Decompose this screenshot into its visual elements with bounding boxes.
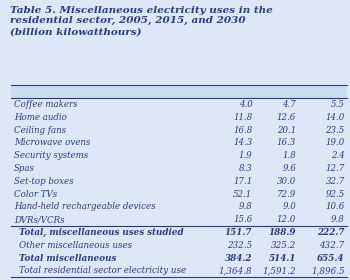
Text: Table 5. Miscellaneous electricity uses in the
residential sector, 2005, 2015, a: Table 5. Miscellaneous electricity uses …	[10, 6, 273, 36]
Text: 16.3: 16.3	[277, 138, 296, 148]
Text: 23.5: 23.5	[326, 126, 345, 135]
Text: 655.4: 655.4	[317, 253, 345, 263]
Text: Spas: Spas	[14, 164, 35, 173]
Text: 2030: 2030	[309, 87, 335, 96]
Text: 2005: 2005	[219, 87, 245, 96]
Text: 1,364.8: 1,364.8	[219, 266, 252, 275]
Text: 2015: 2015	[263, 87, 289, 96]
Text: Total, miscellaneous uses studied: Total, miscellaneous uses studied	[19, 228, 183, 237]
Text: 10.6: 10.6	[326, 202, 345, 211]
Text: 11.8: 11.8	[233, 113, 252, 122]
Text: 9.8: 9.8	[331, 215, 345, 224]
Text: Home audio: Home audio	[14, 113, 67, 122]
Text: 1.8: 1.8	[282, 151, 296, 160]
Text: 9.0: 9.0	[282, 202, 296, 211]
Text: 2.4: 2.4	[331, 151, 345, 160]
Text: Other miscellaneous uses: Other miscellaneous uses	[19, 241, 132, 250]
Text: 4.0: 4.0	[239, 100, 252, 109]
Text: Color TVs: Color TVs	[14, 190, 57, 199]
Text: Hand-held rechargeable devices: Hand-held rechargeable devices	[14, 202, 155, 211]
Text: 5.5: 5.5	[331, 100, 345, 109]
Text: 232.5: 232.5	[227, 241, 252, 250]
Text: 14.3: 14.3	[233, 138, 252, 148]
Text: 92.5: 92.5	[326, 190, 345, 199]
Text: 52.1: 52.1	[233, 190, 252, 199]
Text: DVRs/VCRs: DVRs/VCRs	[14, 215, 64, 224]
Text: 325.2: 325.2	[271, 241, 296, 250]
Text: 12.6: 12.6	[277, 113, 296, 122]
Text: Microwave ovens: Microwave ovens	[14, 138, 90, 148]
Text: 16.8: 16.8	[233, 126, 252, 135]
Text: 12.0: 12.0	[277, 215, 296, 224]
Text: 188.9: 188.9	[268, 228, 296, 237]
Text: 19.0: 19.0	[326, 138, 345, 148]
Text: Electricity use: Electricity use	[72, 87, 149, 96]
Text: 20.1: 20.1	[277, 126, 296, 135]
Text: 151.7: 151.7	[225, 228, 252, 237]
Text: 1,591.2: 1,591.2	[262, 266, 296, 275]
Text: 1,896.5: 1,896.5	[311, 266, 345, 275]
Text: 30.0: 30.0	[277, 177, 296, 186]
Text: 1.9: 1.9	[239, 151, 252, 160]
Text: Set-top boxes: Set-top boxes	[14, 177, 74, 186]
Text: Coffee makers: Coffee makers	[14, 100, 77, 109]
Text: 32.7: 32.7	[326, 177, 345, 186]
Text: 222.7: 222.7	[317, 228, 345, 237]
Text: 384.2: 384.2	[225, 253, 252, 263]
Text: 432.7: 432.7	[320, 241, 345, 250]
Text: 8.3: 8.3	[239, 164, 252, 173]
Text: Total miscellaneous: Total miscellaneous	[19, 253, 116, 263]
Text: 9.6: 9.6	[282, 164, 296, 173]
Text: 17.1: 17.1	[233, 177, 252, 186]
Text: 514.1: 514.1	[268, 253, 296, 263]
Text: 15.6: 15.6	[233, 215, 252, 224]
Text: 14.0: 14.0	[326, 113, 345, 122]
Text: Total residential sector electricity use: Total residential sector electricity use	[19, 266, 186, 275]
Text: 12.7: 12.7	[326, 164, 345, 173]
Text: 72.9: 72.9	[277, 190, 296, 199]
Text: Ceiling fans: Ceiling fans	[14, 126, 66, 135]
Text: Security systems: Security systems	[14, 151, 88, 160]
Text: 4.7: 4.7	[282, 100, 296, 109]
Text: 9.8: 9.8	[239, 202, 252, 211]
